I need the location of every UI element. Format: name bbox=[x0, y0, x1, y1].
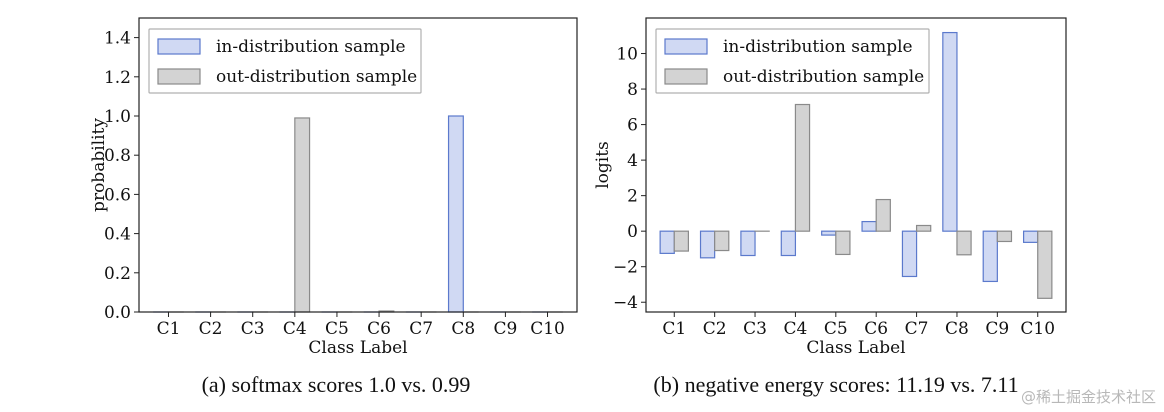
y-tick-label: −2 bbox=[613, 258, 638, 278]
out-distribution-bar-c7 bbox=[915, 224, 932, 232]
in-distribution-bar-c10 bbox=[1022, 230, 1039, 243]
y-tick-label: 0.2 bbox=[104, 264, 131, 284]
legend-label-in: in-distribution sample bbox=[216, 37, 406, 57]
in-distribution-bar-c1 bbox=[659, 230, 675, 254]
x-tick-label: C2 bbox=[703, 319, 727, 339]
in-distribution-bar-c8 bbox=[447, 115, 464, 313]
in-distribution-bar-c9 bbox=[982, 230, 998, 283]
y-tick-label: 8 bbox=[627, 80, 638, 100]
in-distribution-bar-c4 bbox=[780, 230, 797, 257]
caption-b: (b) negative energy scores: 11.19 vs. 7.… bbox=[653, 372, 1018, 397]
caption-a: (a) softmax scores 1.0 vs. 0.99 bbox=[202, 372, 471, 397]
in-distribution-bar-c7 bbox=[901, 230, 918, 278]
out-distribution-bar-c4 bbox=[294, 117, 311, 313]
x-tick-label: C3 bbox=[241, 319, 265, 339]
legend-label-out: out-distribution sample bbox=[723, 67, 924, 87]
x-tick-label: C7 bbox=[409, 319, 433, 339]
out-distribution-bar-c9 bbox=[996, 230, 1013, 243]
y-tick-label: 1.0 bbox=[104, 107, 131, 127]
legend-swatch-in bbox=[157, 38, 201, 55]
x-tick-label: C9 bbox=[493, 319, 517, 339]
x-tick-label: C2 bbox=[199, 319, 223, 339]
legend-label-out: out-distribution sample bbox=[216, 67, 417, 87]
x-tick-label: C10 bbox=[1020, 319, 1055, 339]
x-tick-label: C4 bbox=[283, 319, 307, 339]
axes-frame bbox=[138, 17, 578, 313]
legend-swatch-in bbox=[664, 38, 708, 55]
y-tick-label: 0.4 bbox=[104, 225, 131, 245]
y-tick-label: 4 bbox=[627, 151, 638, 171]
out-distribution-bar-c1 bbox=[673, 230, 690, 252]
watermark: @稀土掘金技术社区 bbox=[1021, 388, 1156, 406]
out-distribution-bar-c6 bbox=[875, 198, 891, 232]
y-axis-label: logits bbox=[593, 141, 613, 189]
x-tick-label: C5 bbox=[325, 319, 349, 339]
y-tick-label: 0.0 bbox=[104, 303, 131, 323]
in-distribution-bar-c6 bbox=[861, 220, 877, 232]
softmax-chart: 0.0 0.2 0.4 0.6 0.8 1.0 1.2 1.4 C1 C2 C3 C4 C5 C6 C7 C8… bbox=[89, 17, 578, 358]
x-tick-label: C9 bbox=[985, 319, 1009, 339]
y-tick-label: 2 bbox=[627, 187, 638, 207]
y-tick-label: 0.6 bbox=[104, 185, 131, 205]
x-axis-label: Class Label bbox=[308, 338, 407, 358]
legend-box bbox=[655, 28, 930, 94]
out-distribution-bar-c10 bbox=[1037, 230, 1053, 299]
legend-label-in: in-distribution sample bbox=[723, 37, 913, 57]
in-distribution-bar-c2 bbox=[699, 230, 716, 259]
x-tick-label: C3 bbox=[743, 319, 767, 339]
y-tick-label: 1.2 bbox=[104, 68, 131, 88]
out-distribution-bar-c4 bbox=[794, 103, 811, 232]
y-tick-label: 10 bbox=[616, 45, 638, 65]
x-tick-label: C10 bbox=[530, 319, 565, 339]
y-tick-label: 0.8 bbox=[104, 146, 131, 166]
x-tick-label: C5 bbox=[824, 319, 848, 339]
in-distribution-bar-c5 bbox=[821, 230, 837, 236]
x-tick-label: C6 bbox=[864, 319, 888, 339]
x-tick-label: C8 bbox=[451, 319, 475, 339]
in-distribution-bar-c8 bbox=[942, 31, 958, 232]
axes-frame bbox=[645, 17, 1067, 313]
legend-swatch-out bbox=[157, 68, 201, 85]
y-tick-label: 1.4 bbox=[104, 29, 131, 49]
legend-box bbox=[148, 28, 422, 94]
out-distribution-bar-c5 bbox=[835, 230, 851, 256]
x-tick-label: C1 bbox=[157, 319, 181, 339]
out-distribution-bar-c8 bbox=[956, 230, 972, 256]
x-tick-label: C4 bbox=[784, 319, 808, 339]
legend-swatch-out bbox=[664, 68, 708, 85]
x-tick-label: C8 bbox=[945, 319, 969, 339]
y-tick-label: −4 bbox=[613, 293, 638, 313]
y-tick-label: 0 bbox=[627, 222, 638, 242]
x-axis-label: Class Label bbox=[806, 338, 905, 358]
x-tick-label: C1 bbox=[662, 319, 686, 339]
out-distribution-bar-c2 bbox=[714, 230, 730, 252]
x-tick-label: C6 bbox=[367, 319, 391, 339]
in-distribution-bar-c3 bbox=[740, 230, 756, 257]
y-axis-label: probability bbox=[89, 118, 109, 212]
x-tick-label: C7 bbox=[905, 319, 929, 339]
energy-chart: −4 −2 0 2 4 6 8 10 C1 C2 C3 C4 C5 C6 C7 C8 C9 C10 Class La… bbox=[593, 17, 1067, 358]
y-tick-label: 6 bbox=[627, 116, 638, 136]
